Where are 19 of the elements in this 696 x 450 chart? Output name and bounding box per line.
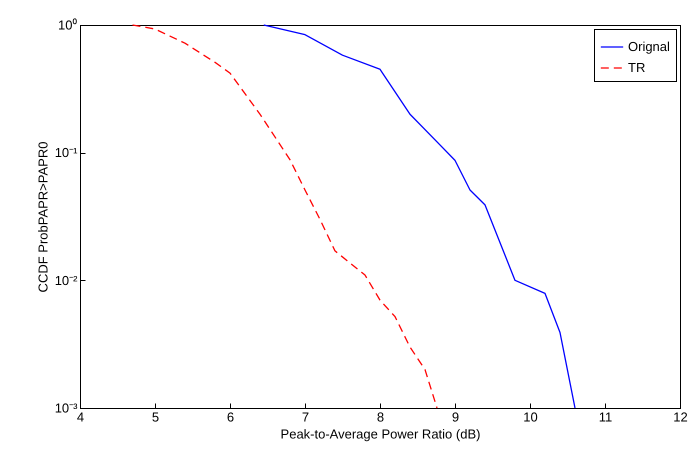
x-tick-label: 10 [523, 410, 538, 424]
x-tick-label: 7 [302, 410, 310, 424]
y-tick-label: 10⁻³ [54, 400, 78, 416]
x-tick-label: 8 [376, 410, 384, 424]
x-tick-label: 4 [76, 410, 84, 424]
line-series [132, 24, 438, 409]
legend-label: TR [628, 60, 646, 75]
y-tick-label: 10⁰ [58, 18, 78, 32]
line-series [263, 24, 576, 409]
legend-label: Orignal [628, 39, 670, 54]
y-tick-label: 10⁻² [54, 272, 78, 288]
x-tick-label: 12 [673, 410, 688, 424]
x-tick-label: 9 [452, 410, 460, 424]
x-axis-title: Peak-to-Average Power Ratio (dB) [280, 426, 480, 442]
y-tick-label: 10⁻¹ [54, 145, 78, 160]
x-tick-label: 11 [598, 410, 612, 424]
x-tick-label: 6 [226, 410, 234, 424]
y-axis-title: CCDF ProbPAPR>PAPR0 [36, 142, 51, 292]
x-tick-label: 5 [152, 410, 160, 424]
